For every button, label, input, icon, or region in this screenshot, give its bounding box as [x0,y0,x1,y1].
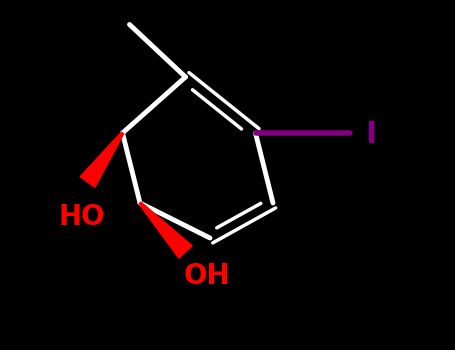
Polygon shape [139,202,192,258]
Text: HO: HO [59,203,106,231]
Polygon shape [80,132,124,187]
Text: OH: OH [183,262,230,290]
Text: I: I [365,120,377,149]
